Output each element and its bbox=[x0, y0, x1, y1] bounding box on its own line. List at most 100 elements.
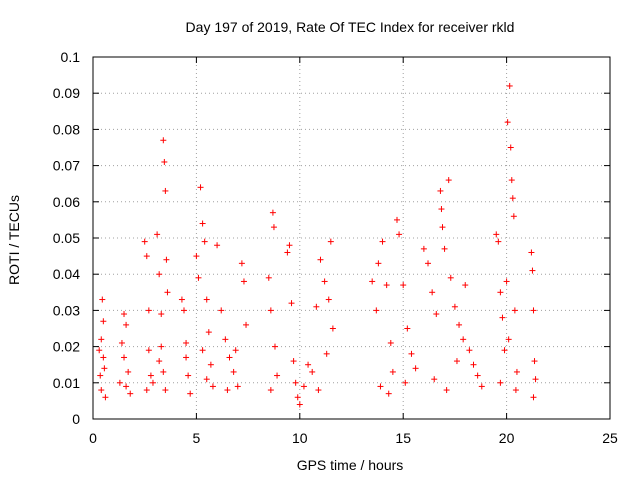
data-point bbox=[98, 387, 105, 394]
data-point bbox=[393, 216, 400, 223]
data-point bbox=[267, 387, 274, 394]
data-point bbox=[141, 238, 148, 245]
data-point bbox=[101, 365, 108, 372]
data-point bbox=[232, 347, 239, 354]
data-point bbox=[466, 347, 473, 354]
data-point bbox=[507, 144, 514, 151]
y-tick-label: 0.05 bbox=[53, 230, 80, 246]
data-point bbox=[296, 401, 303, 408]
data-point bbox=[497, 289, 504, 296]
data-point bbox=[509, 195, 516, 202]
data-point bbox=[453, 358, 460, 365]
x-tick-label: 10 bbox=[292, 430, 308, 446]
data-point bbox=[143, 387, 150, 394]
data-point bbox=[145, 307, 152, 314]
data-point bbox=[218, 307, 225, 314]
data-point bbox=[512, 387, 519, 394]
data-point bbox=[529, 267, 536, 274]
data-point bbox=[400, 282, 407, 289]
data-point bbox=[243, 321, 250, 328]
data-point bbox=[396, 231, 403, 238]
data-point bbox=[102, 394, 109, 401]
data-point bbox=[267, 307, 274, 314]
y-tick-label: 0 bbox=[72, 411, 80, 427]
data-point bbox=[305, 361, 312, 368]
x-tick-label: 15 bbox=[395, 430, 411, 446]
data-point bbox=[222, 336, 229, 343]
data-point bbox=[214, 242, 221, 249]
y-tick-labels: 0 0.01 0.02 0.03 0.04 0.05 0.06 0.07 0.08 0.09 0.1 bbox=[53, 49, 80, 427]
data-point bbox=[327, 238, 334, 245]
data-point bbox=[143, 253, 150, 260]
data-point bbox=[441, 245, 448, 252]
data-point bbox=[439, 224, 446, 231]
y-tick-label: 0.09 bbox=[53, 85, 80, 101]
data-point bbox=[412, 365, 419, 372]
data-point bbox=[183, 339, 190, 346]
data-point bbox=[387, 339, 394, 346]
data-point bbox=[123, 321, 130, 328]
data-point bbox=[127, 390, 134, 397]
data-point bbox=[209, 383, 216, 390]
y-axis-label: ROTI / TECUs bbox=[6, 195, 22, 285]
data-point bbox=[408, 350, 415, 357]
data-point bbox=[158, 311, 165, 318]
data-point bbox=[501, 347, 508, 354]
data-point bbox=[300, 383, 307, 390]
data-point bbox=[178, 296, 185, 303]
data-point bbox=[375, 260, 382, 267]
data-point bbox=[437, 187, 444, 194]
data-point bbox=[513, 368, 520, 375]
data-point bbox=[503, 278, 510, 285]
data-point bbox=[379, 238, 386, 245]
data-point bbox=[451, 303, 458, 310]
data-point bbox=[532, 376, 539, 383]
y-tick-label: 0.04 bbox=[53, 266, 80, 282]
data-point bbox=[431, 376, 438, 383]
x-tick-label: 5 bbox=[193, 430, 201, 446]
data-point bbox=[389, 368, 396, 375]
data-point bbox=[234, 383, 241, 390]
x-tick-label: 0 bbox=[89, 430, 97, 446]
data-point bbox=[116, 379, 123, 386]
data-point bbox=[447, 274, 454, 281]
data-point bbox=[99, 296, 106, 303]
y-tick-label: 0.1 bbox=[61, 49, 81, 65]
data-point bbox=[462, 282, 469, 289]
data-point bbox=[271, 343, 278, 350]
data-point bbox=[162, 187, 169, 194]
data-point bbox=[96, 347, 103, 354]
axis-ticks bbox=[92, 56, 611, 420]
data-point bbox=[325, 296, 332, 303]
data-point bbox=[528, 249, 535, 256]
data-point bbox=[195, 274, 202, 281]
data-point bbox=[156, 271, 163, 278]
data-point bbox=[404, 325, 411, 332]
data-point bbox=[164, 289, 171, 296]
data-point bbox=[199, 220, 206, 227]
x-tick-labels: 0 5 10 15 20 25 bbox=[89, 430, 618, 446]
data-point bbox=[97, 372, 104, 379]
chart-title: Day 197 of 2019, Rate Of TEC Index for r… bbox=[186, 19, 515, 35]
data-point bbox=[420, 245, 427, 252]
data-point bbox=[508, 177, 515, 184]
data-point bbox=[156, 358, 163, 365]
data-point bbox=[530, 307, 537, 314]
data-point bbox=[238, 260, 245, 267]
data-point bbox=[377, 383, 384, 390]
data-point bbox=[474, 372, 481, 379]
data-points bbox=[96, 82, 539, 408]
data-point bbox=[160, 368, 167, 375]
data-point bbox=[456, 321, 463, 328]
data-point bbox=[123, 383, 130, 390]
data-point bbox=[292, 379, 299, 386]
data-point bbox=[288, 300, 295, 307]
data-point bbox=[230, 368, 237, 375]
data-point bbox=[207, 361, 214, 368]
x-tick-label: 20 bbox=[499, 430, 515, 446]
data-point bbox=[240, 278, 247, 285]
data-point bbox=[100, 318, 107, 325]
data-point bbox=[201, 238, 208, 245]
data-point bbox=[121, 311, 128, 318]
data-point bbox=[203, 296, 210, 303]
